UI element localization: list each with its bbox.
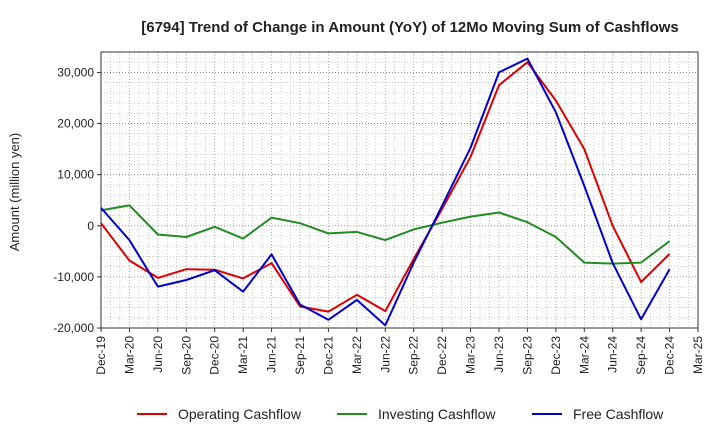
y-tick-label: 10,000 xyxy=(57,168,94,182)
plot-frame xyxy=(100,51,699,329)
y-tick-label: -20,000 xyxy=(53,321,94,335)
x-tick-label: Jun-21 xyxy=(265,336,279,373)
x-tick-label: Mar-23 xyxy=(464,336,478,374)
x-tick-label: Jun-20 xyxy=(151,336,165,373)
series-layer xyxy=(100,57,671,327)
legend: Operating Cashflow Investing Cashflow Free… xyxy=(137,406,664,422)
x-tick-label: Dec-24 xyxy=(663,336,677,375)
x-tick-label: Mar-25 xyxy=(691,336,705,374)
legend-label-operating-cashflow: Operating Cashflow xyxy=(178,406,302,422)
x-tick-label: Mar-20 xyxy=(122,336,136,374)
x-tick-label: Mar-24 xyxy=(577,336,591,374)
x-tick-label: Sep-23 xyxy=(520,336,534,375)
x-tick-label: Jun-24 xyxy=(606,336,620,373)
x-tick-label: Dec-21 xyxy=(321,336,335,375)
x-tick-label: Sep-20 xyxy=(179,336,193,375)
x-tick-label: Dec-22 xyxy=(435,336,449,375)
legend-label-investing-cashflow: Investing Cashflow xyxy=(378,406,496,422)
x-tick-label: Mar-21 xyxy=(236,336,250,374)
x-tick-label: Sep-22 xyxy=(407,336,421,375)
y-tick-label: 20,000 xyxy=(57,117,94,131)
y-tick-label: 30,000 xyxy=(57,65,94,79)
grid-layer xyxy=(100,51,699,329)
x-tick-label: Sep-21 xyxy=(293,336,307,375)
y-axis: -20,000 -10,000 0 10,000 20,000 30,000 xyxy=(53,65,101,335)
x-tick-label: Dec-20 xyxy=(208,336,222,375)
x-tick-label: Jun-22 xyxy=(378,336,392,373)
x-tick-label: Mar-22 xyxy=(350,336,364,374)
legend-label-free-cashflow: Free Cashflow xyxy=(573,406,664,422)
y-tick-label: -10,000 xyxy=(53,270,94,284)
x-tick-label: Jun-23 xyxy=(492,336,506,373)
x-tick-label: Dec-19 xyxy=(94,336,108,375)
series-line-investing-cashflow xyxy=(100,204,671,265)
x-tick-label: Sep-24 xyxy=(634,336,648,375)
y-tick-label: 0 xyxy=(87,219,94,233)
series-line-free-cashflow xyxy=(100,57,671,327)
series-line-operating-cashflow xyxy=(100,61,671,313)
y-axis-label: Amount (million yen) xyxy=(7,133,22,252)
x-tick-label: Dec-23 xyxy=(549,336,563,375)
x-axis: Dec-19 Mar-20 Jun-20 Sep-20 Dec-20 Mar-21 Jun-… xyxy=(94,328,705,375)
chart-title: [6794] Trend of Change in Amount (YoY) o… xyxy=(141,19,679,36)
